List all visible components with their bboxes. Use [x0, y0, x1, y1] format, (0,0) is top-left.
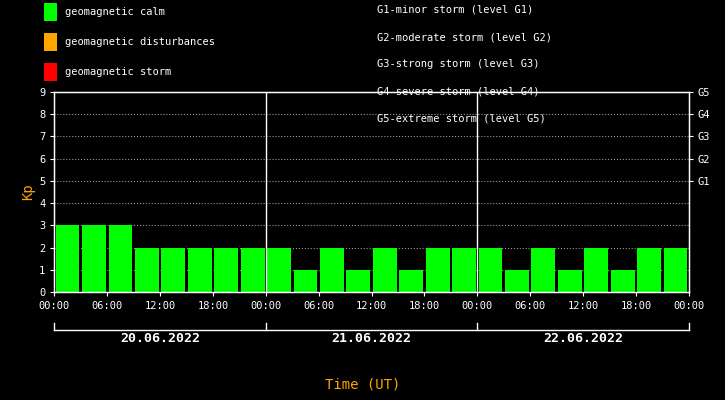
Bar [294, 270, 318, 292]
Bar [426, 248, 450, 292]
Text: 21.06.2022: 21.06.2022 [331, 332, 412, 345]
Bar [399, 270, 423, 292]
Bar [531, 248, 555, 292]
Bar [56, 225, 80, 292]
Bar [478, 248, 502, 292]
Text: G5-extreme storm (level G5): G5-extreme storm (level G5) [377, 114, 546, 124]
Bar [267, 248, 291, 292]
Text: G1-minor storm (level G1): G1-minor storm (level G1) [377, 5, 534, 15]
Text: geomagnetic calm: geomagnetic calm [65, 7, 165, 17]
Text: G2-moderate storm (level G2): G2-moderate storm (level G2) [377, 32, 552, 42]
Bar [82, 225, 106, 292]
Bar [241, 248, 265, 292]
Bar [505, 270, 529, 292]
Text: G4-severe storm (level G4): G4-severe storm (level G4) [377, 87, 539, 97]
Text: geomagnetic storm: geomagnetic storm [65, 67, 172, 77]
Text: 20.06.2022: 20.06.2022 [120, 332, 200, 345]
Text: G3-strong storm (level G3): G3-strong storm (level G3) [377, 60, 539, 70]
Bar [320, 248, 344, 292]
Bar [135, 248, 159, 292]
Bar [452, 248, 476, 292]
Y-axis label: Kp: Kp [21, 184, 35, 200]
Bar [558, 270, 581, 292]
Bar [162, 248, 185, 292]
Bar [663, 248, 687, 292]
Bar [584, 248, 608, 292]
Text: geomagnetic disturbances: geomagnetic disturbances [65, 37, 215, 47]
Bar [373, 248, 397, 292]
Bar [347, 270, 370, 292]
Bar [188, 248, 212, 292]
Bar [610, 270, 634, 292]
Bar [215, 248, 238, 292]
Bar [637, 248, 661, 292]
Bar [109, 225, 133, 292]
Text: 22.06.2022: 22.06.2022 [543, 332, 623, 345]
Text: Time (UT): Time (UT) [325, 378, 400, 392]
